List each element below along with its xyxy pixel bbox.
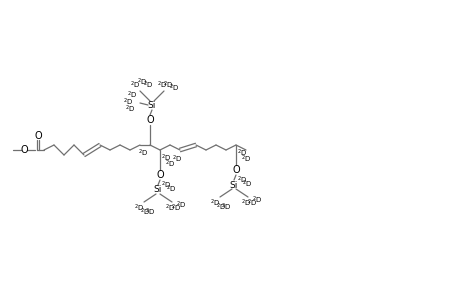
Text: $^{2}$D: $^{2}$D: [137, 76, 147, 88]
Text: $^{2}$D: $^{2}$D: [241, 197, 251, 209]
Text: $^{2}$D: $^{2}$D: [164, 202, 175, 214]
Text: $^{2}$D: $^{2}$D: [215, 201, 226, 213]
Text: $^{2}$D: $^{2}$D: [175, 199, 186, 211]
Text: $^{2}$D: $^{2}$D: [220, 201, 230, 213]
Text: O: O: [34, 131, 42, 141]
Text: $^{2}$D: $^{2}$D: [123, 96, 133, 108]
Text: $^{2}$D: $^{2}$D: [164, 158, 175, 170]
Text: $^{2}$D: $^{2}$D: [236, 174, 246, 186]
Text: $^{2}$D: $^{2}$D: [129, 79, 140, 91]
Text: $^{2}$D: $^{2}$D: [134, 202, 144, 214]
Text: $^{2}$D: $^{2}$D: [241, 153, 251, 165]
Text: $^{2}$D: $^{2}$D: [168, 82, 179, 94]
Text: $^{2}$D: $^{2}$D: [138, 147, 148, 159]
Text: O: O: [21, 145, 28, 155]
Text: $^{2}$D: $^{2}$D: [124, 103, 135, 115]
Text: $^{2}$D: $^{2}$D: [246, 197, 257, 209]
Text: O: O: [232, 165, 239, 175]
Text: $^{2}$D: $^{2}$D: [143, 79, 153, 91]
Text: $^{2}$D: $^{2}$D: [145, 206, 155, 218]
Text: $^{2}$D: $^{2}$D: [209, 197, 220, 209]
Text: Si: Si: [230, 181, 238, 190]
Text: $^{2}$D: $^{2}$D: [162, 79, 173, 91]
Text: $^{2}$D: $^{2}$D: [170, 202, 181, 214]
Text: $^{2}$D: $^{2}$D: [241, 178, 252, 190]
Text: $^{2}$D: $^{2}$D: [140, 206, 150, 218]
Text: $^{2}$D: $^{2}$D: [127, 89, 137, 101]
Text: Si: Si: [153, 185, 162, 194]
Text: O: O: [156, 170, 163, 180]
Text: O: O: [146, 115, 153, 125]
Text: $^{2}$D: $^{2}$D: [157, 79, 167, 91]
Text: $^{2}$D: $^{2}$D: [161, 179, 171, 191]
Text: $^{2}$D: $^{2}$D: [236, 147, 246, 159]
Text: $^{2}$D: $^{2}$D: [166, 183, 176, 195]
Text: $^{2}$D: $^{2}$D: [252, 194, 262, 206]
Text: $^{2}$D: $^{2}$D: [172, 153, 182, 165]
Text: Si: Si: [147, 100, 156, 109]
Text: $^{2}$D: $^{2}$D: [161, 152, 171, 164]
